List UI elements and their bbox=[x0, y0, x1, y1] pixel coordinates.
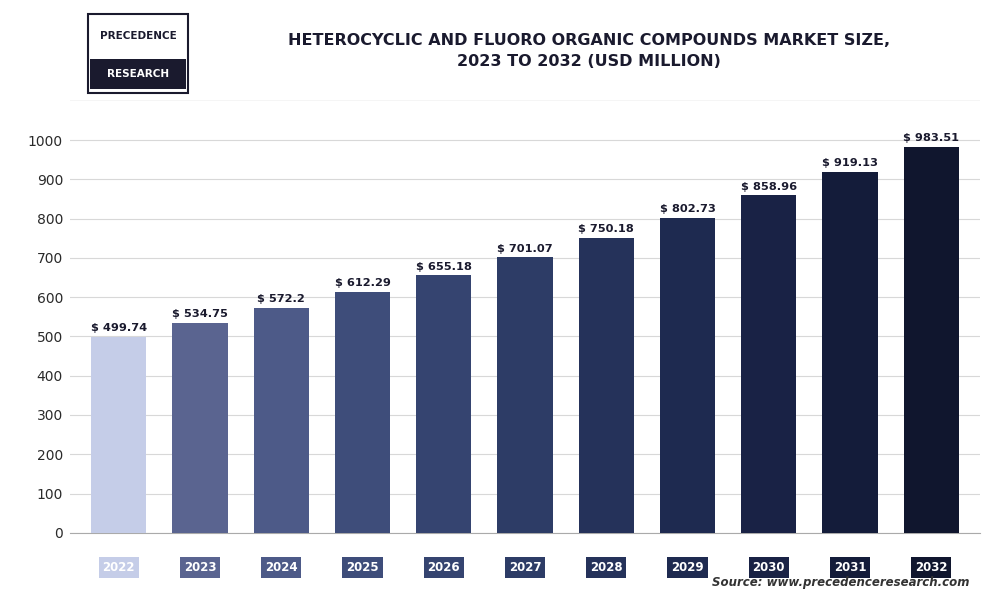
Text: 2031: 2031 bbox=[834, 561, 866, 574]
Text: $ 983.51: $ 983.51 bbox=[903, 133, 959, 143]
Bar bbox=[741, 195, 796, 533]
Text: RESEARCH: RESEARCH bbox=[107, 69, 169, 79]
Bar bbox=[254, 308, 309, 533]
Text: $ 572.2: $ 572.2 bbox=[257, 294, 305, 304]
Text: $ 655.18: $ 655.18 bbox=[416, 262, 472, 272]
Text: 2030: 2030 bbox=[753, 561, 785, 574]
Bar bbox=[497, 258, 553, 533]
Text: 2025: 2025 bbox=[346, 561, 379, 574]
Text: PRECEDENCE: PRECEDENCE bbox=[100, 31, 177, 41]
Bar bbox=[172, 323, 228, 533]
Text: 2026: 2026 bbox=[427, 561, 460, 574]
Bar bbox=[416, 275, 471, 533]
Text: $ 919.13: $ 919.13 bbox=[822, 158, 878, 168]
Bar bbox=[904, 146, 959, 533]
Text: 2028: 2028 bbox=[590, 561, 623, 574]
Text: 2027: 2027 bbox=[509, 561, 541, 574]
Text: $ 612.29: $ 612.29 bbox=[335, 278, 390, 288]
Text: HETEROCYCLIC AND FLUORO ORGANIC COMPOUNDS MARKET SIZE,
2023 TO 2032 (USD MILLION: HETEROCYCLIC AND FLUORO ORGANIC COMPOUND… bbox=[288, 33, 890, 69]
Bar bbox=[91, 336, 146, 533]
Bar bbox=[822, 172, 878, 533]
Text: 2022: 2022 bbox=[103, 561, 135, 574]
FancyBboxPatch shape bbox=[90, 59, 186, 89]
FancyBboxPatch shape bbox=[88, 14, 188, 93]
Text: $ 499.74: $ 499.74 bbox=[91, 323, 147, 333]
Text: 2024: 2024 bbox=[265, 561, 298, 574]
Text: $ 701.07: $ 701.07 bbox=[497, 243, 553, 253]
Text: 2029: 2029 bbox=[671, 561, 704, 574]
Text: $ 802.73: $ 802.73 bbox=[660, 204, 715, 214]
Text: $ 858.96: $ 858.96 bbox=[741, 182, 797, 191]
Bar bbox=[660, 217, 715, 533]
Text: $ 534.75: $ 534.75 bbox=[172, 309, 228, 319]
Text: 2023: 2023 bbox=[184, 561, 216, 574]
Bar bbox=[335, 292, 390, 533]
Bar bbox=[579, 238, 634, 533]
Text: $ 750.18: $ 750.18 bbox=[578, 224, 634, 234]
Text: 2032: 2032 bbox=[915, 561, 948, 574]
Text: Source: www.precedenceresearch.com: Source: www.precedenceresearch.com bbox=[712, 576, 970, 589]
